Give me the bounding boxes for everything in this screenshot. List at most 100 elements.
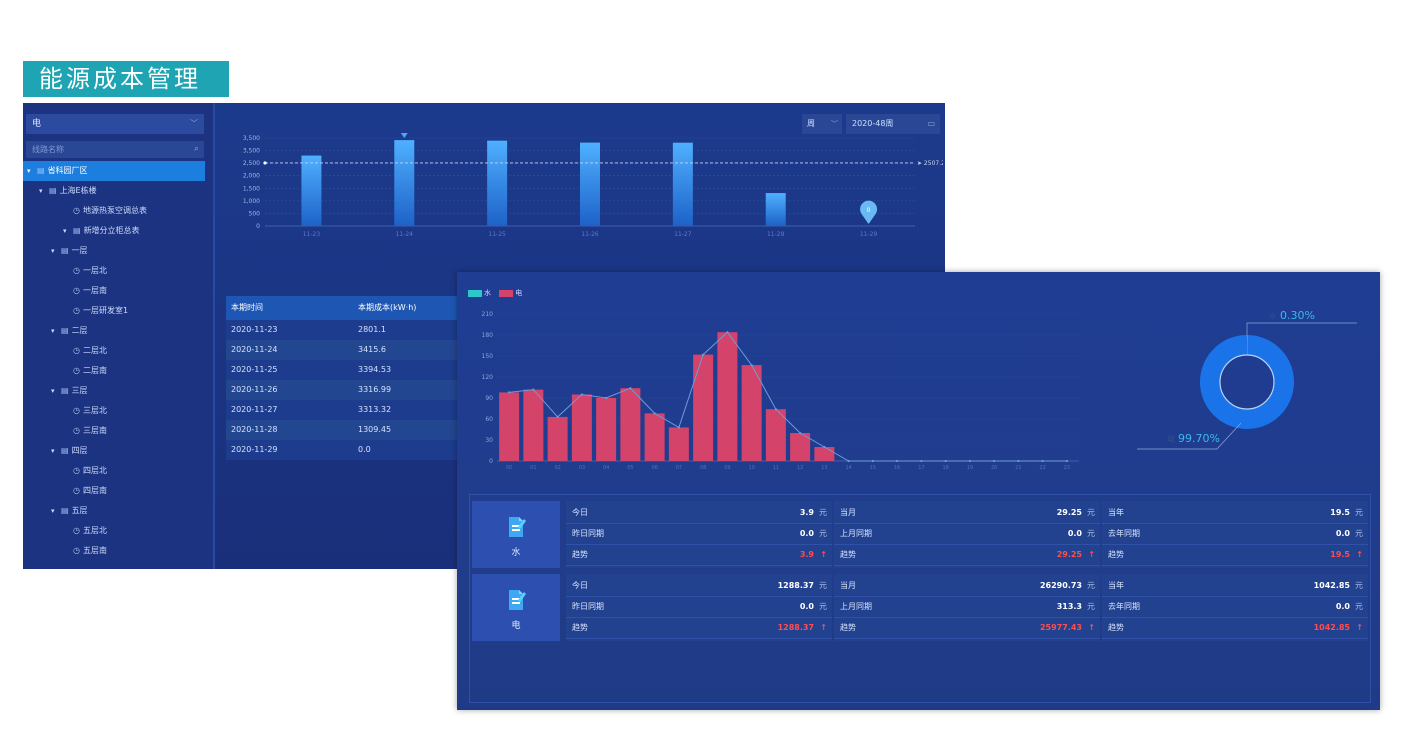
bar: [499, 392, 520, 461]
tree-node-label: 四层北: [82, 466, 107, 475]
stat-trend-value: 1288.37: [777, 623, 814, 632]
stat-cell: 上月同期 0.0 元: [834, 524, 1100, 545]
circuit-tree: ▾ ▤ 省科园厂区 ▾ ▤ 上海E栋楼 ◷ 地源热泵空调总表 ▾ ▤ 新增分立柜总表 ▾ ▤ 一层 ◷ 一层北…: [23, 161, 205, 561]
tree-node[interactable]: ▾ ▤ 五层: [23, 501, 205, 521]
caret-down-icon[interactable]: ▾: [39, 187, 43, 195]
y-tick-label: 0: [256, 223, 260, 230]
caret-down-icon[interactable]: ▾: [63, 227, 67, 235]
caret-down-icon[interactable]: ▾: [51, 327, 55, 335]
energy-share-pie: [1137, 322, 1357, 450]
row-cost: 0.0: [358, 445, 371, 454]
bar: [741, 365, 762, 461]
stat-cell: 去年同期 0.0 元: [1102, 597, 1368, 618]
tree-node[interactable]: ◷ 一层南: [23, 281, 205, 301]
stat-cell: 当月 29.25 元: [834, 503, 1100, 524]
stat-cell: 趋势 29.25 ↑: [834, 545, 1100, 566]
x-tick-label: 11-23: [303, 231, 321, 238]
trend-point: [556, 415, 559, 418]
stat-unit: 元: [1087, 529, 1095, 538]
x-tick-label: 21: [1015, 465, 1021, 471]
tree-node[interactable]: ◷ 三层南: [23, 421, 205, 441]
week-picker[interactable]: 2020-48周 ▭: [846, 114, 940, 134]
caret-down-icon[interactable]: ▾: [51, 447, 55, 455]
arrow-up-icon: ↑: [820, 550, 827, 559]
legend-label-electric[interactable]: 电: [515, 289, 523, 297]
x-tick-label: 13: [821, 465, 827, 471]
trend-point: [629, 387, 632, 390]
trend-point: [750, 364, 753, 367]
row-date: 2020-11-24: [231, 345, 278, 354]
stat-label: 去年同期: [1108, 602, 1140, 611]
tree-node[interactable]: ▾ ▤ 四层: [23, 441, 205, 461]
tree-node[interactable]: ◷ 五层南: [23, 541, 205, 561]
x-tick-label: 22: [1039, 465, 1045, 471]
stat-trend-value: 3.9: [799, 550, 814, 559]
stat-value: 26290.73: [1039, 581, 1082, 590]
min-marker-pin: [860, 200, 878, 224]
tree-node[interactable]: ◷ 地源热泵空调总表: [23, 201, 205, 221]
trend-point: [847, 459, 850, 463]
trend-point: [871, 459, 874, 463]
tree-node[interactable]: ▾ ▤ 省科园厂区: [23, 161, 205, 181]
stat-label: 当月: [840, 581, 856, 590]
row-cost: 3316.99: [358, 385, 392, 394]
tree-node[interactable]: ◷ 五层北: [23, 521, 205, 541]
period-select[interactable]: 周 ﹀: [802, 114, 842, 134]
stat-cell: 趋势 1288.37 ↑: [566, 618, 832, 639]
arrow-up-icon: ↑: [1356, 550, 1363, 559]
trend-point: [896, 459, 899, 463]
trend-point: [774, 408, 777, 411]
stat-label: 趋势: [840, 550, 856, 559]
bar: [644, 413, 665, 461]
tree-node[interactable]: ▾ ▤ 二层: [23, 321, 205, 341]
tree-node[interactable]: ◷ 三层北: [23, 401, 205, 421]
x-tick-label: 11-27: [674, 231, 692, 238]
caret-down-icon[interactable]: ▾: [51, 507, 55, 515]
hourly-cost-screen: 水 电 0 30 60 90 120 150 180 210 00 01 02 03 04 05 06 07 0…: [457, 272, 1380, 710]
tree-node[interactable]: ◷ 一层北: [23, 261, 205, 281]
stat-trend-value: 1042.85: [1313, 623, 1350, 632]
pie-value-electric: 99.70%: [1178, 432, 1220, 445]
header-date: 本期时间: [231, 303, 263, 312]
stat-unit: 元: [1087, 508, 1095, 517]
tree-node[interactable]: ▾ ▤ 上海E栋楼: [23, 181, 205, 201]
caret-down-icon[interactable]: ▾: [51, 247, 55, 255]
legend-label-water[interactable]: 水: [484, 289, 491, 297]
stat-unit: 元: [1087, 581, 1095, 590]
pie-label-water: 水 0.30%: [1269, 309, 1315, 322]
average-left-label: 2,500: [243, 160, 260, 167]
tree-node-label: 新增分立柜总表: [83, 226, 140, 235]
stat-label: 趋势: [840, 623, 856, 632]
tree-node[interactable]: ▾ ▤ 三层: [23, 381, 205, 401]
tree-node[interactable]: ▾ ▤ 一层: [23, 241, 205, 261]
tree-node[interactable]: ◷ 一层研发室1: [23, 301, 205, 321]
average-line-start: [263, 161, 267, 165]
energy-type-select[interactable]: 电 ﹀: [26, 114, 204, 134]
tree-node[interactable]: ◷ 四层北: [23, 461, 205, 481]
tree-node-label: 一层南: [82, 286, 107, 295]
stat-cell: 今日 1288.37 元: [566, 576, 832, 597]
x-tick-label: 11-29: [860, 231, 878, 238]
tree-node[interactable]: ◷ 二层北: [23, 341, 205, 361]
caret-down-icon[interactable]: ▾: [27, 167, 31, 175]
tree-node-label: 一层北: [82, 266, 107, 275]
pie-inner-ring: [1219, 354, 1275, 410]
meter-icon: ◷: [73, 526, 80, 535]
tree-node[interactable]: ◷ 四层南: [23, 481, 205, 501]
x-tick-label: 05: [627, 465, 633, 471]
row-cost: 3313.32: [358, 405, 392, 414]
tree-node[interactable]: ▾ ▤ 新增分立柜总表: [23, 221, 205, 241]
y-tick-label: 500: [249, 210, 261, 217]
y-tick-label: 2,000: [243, 173, 260, 180]
tree-node-label: 四层: [71, 446, 88, 455]
tree-node-label: 一层: [71, 246, 88, 255]
tree-node-label: 三层: [71, 386, 88, 395]
search-input[interactable]: 线路名称 ⌕: [26, 141, 204, 158]
caret-down-icon[interactable]: ▾: [51, 387, 55, 395]
y-tick-label: 150: [482, 353, 494, 360]
building-icon: ▤: [61, 506, 69, 515]
stat-cell: 趋势 25977.43 ↑: [834, 618, 1100, 639]
building-icon: ▤: [61, 446, 69, 455]
cost-summary-panel: 水今日 3.9 元昨日同期 0.0 元趋势 3.9 ↑ 当月 29.25 元上月同期 0.0 元趋势 2…: [469, 494, 1371, 703]
tree-node[interactable]: ◷ 二层南: [23, 361, 205, 381]
